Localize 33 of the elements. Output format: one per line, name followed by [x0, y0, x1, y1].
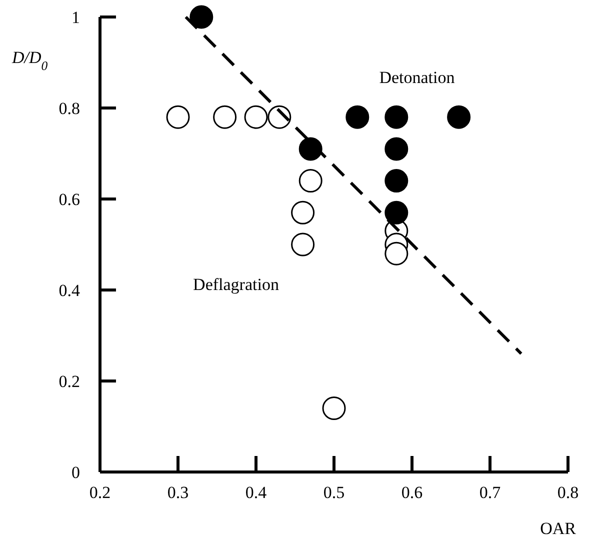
- y-tick-label: 0.6: [58, 190, 80, 209]
- x-tick-label: 0.7: [479, 483, 502, 502]
- point: [298, 137, 322, 161]
- x-tick-label: 0.8: [557, 483, 579, 502]
- y-tick-label: 0: [72, 462, 80, 482]
- point: [384, 200, 408, 224]
- x-tick-label: 0.6: [401, 483, 423, 502]
- point: [322, 396, 346, 420]
- annotation: Deflagration: [193, 275, 280, 294]
- point: [190, 5, 214, 29]
- point: [166, 105, 190, 129]
- x-tick-label: 0.4: [245, 483, 268, 502]
- annotation: Detonation: [379, 68, 456, 87]
- point: [213, 105, 237, 129]
- x-tick-label: 0.5: [323, 483, 345, 502]
- x-tick-label: 0.2: [89, 483, 111, 502]
- y-tick-label: 0.4: [58, 280, 80, 300]
- point: [384, 242, 408, 266]
- point: [298, 169, 322, 193]
- y-tick-label: 0.2: [58, 372, 80, 391]
- point: [384, 137, 408, 161]
- x-tick-label: 0.3: [167, 483, 189, 502]
- point: [384, 105, 408, 129]
- point: [291, 232, 315, 256]
- y-tick-label: 1: [72, 8, 80, 27]
- point: [291, 200, 315, 224]
- point: [346, 105, 370, 129]
- point: [384, 169, 408, 193]
- y-tick-label: 0.8: [58, 98, 80, 118]
- y-axis-title: D/D$_{0}$: [11, 48, 48, 73]
- x-axis-title: OAR: [540, 519, 577, 538]
- point: [447, 105, 471, 129]
- point: [244, 105, 268, 129]
